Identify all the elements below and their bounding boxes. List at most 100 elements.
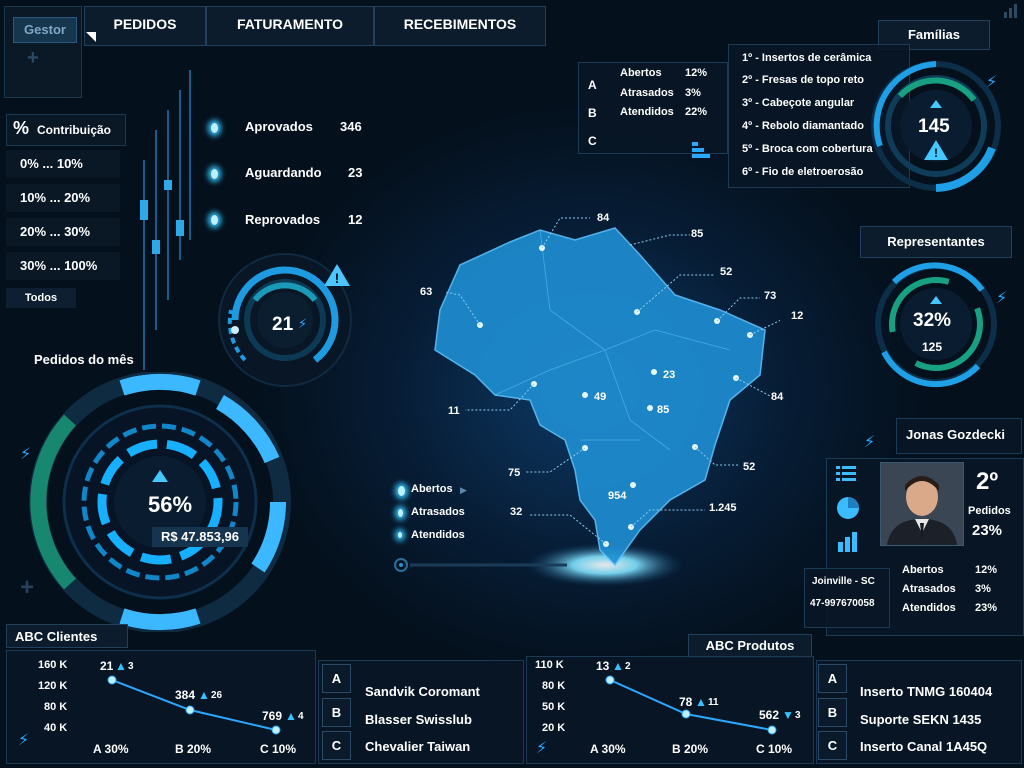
map-slider[interactable] [392,556,572,574]
abc-clients-ytick-0: 160 K [38,659,68,671]
abc-clients-name-b[interactable]: Blasser Swisslub [365,712,472,727]
pie-chart-icon[interactable] [836,496,860,520]
list-icon[interactable] [836,466,858,482]
rep-avatar [880,462,964,546]
aprovados-label: Aprovados [245,119,313,134]
representatives-header: Representantes [860,226,1012,258]
rep-orders-label: Pedidos [968,505,1011,517]
monthly-orders-title: Pedidos do mês [34,352,134,367]
representatives-bolt-icon: ⚡ [996,290,1008,307]
tab-pedidos[interactable]: PEDIDOS [84,6,206,46]
abc-clients-letter-a: A [322,664,351,693]
abc-products-name-b[interactable]: Suporte SEKN 1435 [860,712,982,727]
abc-clients-x-0: A 30% [93,742,129,756]
reprovados-indicator [211,215,218,225]
families-gauge: ! [871,61,1001,192]
legend-abertos-dot [398,486,405,496]
abc-products-up-icon-0: ▲ [612,659,624,673]
tab-recebimentos-label: RECEBIMENTOS [403,16,517,32]
tab-recebimentos[interactable]: RECEBIMENTOS [374,6,546,46]
rep-rank: 2º [976,468,999,495]
abc-clients-name-a[interactable]: Sandvik Coromant [365,684,480,699]
abc-clients-header: ABC Clientes [6,624,128,648]
map-label-14: 32 [510,506,523,518]
contribution-title: Contribuição [37,123,111,137]
reprovados-value: 12 [348,212,363,227]
summary-label-atrasados: Atrasados [620,87,674,99]
abc-clients-x-2: C 10% [260,742,297,756]
family-item-1[interactable]: 1º - Insertos de cerâmica [742,52,872,64]
tab-pedidos-label: PEDIDOS [113,16,177,32]
tab-faturamento-label: FATURAMENTO [236,16,344,32]
contribution-header: % Contribuição [6,114,126,146]
abc-products-name-c[interactable]: Inserto Canal 1A45Q [860,739,988,754]
abc-clients-bolt-icon: ⚡ [18,732,30,749]
rep-stat-value-2: 23% [975,602,998,614]
rep-orders-percent: 23% [972,522,1003,539]
families-bolt-icon: ⚡ [986,74,998,91]
contribution-range-0[interactable]: 0% ... 10% [6,150,120,178]
contribution-range-2[interactable]: 20% ... 30% [6,218,120,246]
family-item-3[interactable]: 3º - Cabeçote angular [742,97,855,109]
rep-stat-label-1: Atrasados [902,583,956,595]
map-label-9: 84 [771,391,784,403]
abc-products-x-0: A 30% [590,742,626,756]
legend-atendidos[interactable]: Atendidos [411,529,465,541]
family-item-2[interactable]: 2º - Fresas de topo reto [742,74,864,86]
abc-products-down-icon-2: ▼ [782,708,794,722]
legend-atendidos-dot [398,532,402,538]
add-icon[interactable]: + [27,47,39,69]
legend-arrow-icon: ▶ [460,485,467,495]
map-label-2: 52 [720,266,733,278]
rep-stat-value-1: 3% [975,583,991,595]
abc-clients-list-panel [318,660,524,764]
abc-clients-point-1-delta: 26 [211,690,223,701]
map-label-7: 49 [594,391,607,403]
summary-letter-b: B [588,106,597,120]
contribution-range-3[interactable]: 30% ... 100% [6,252,120,280]
rep-phone: 47-997670058 [810,598,875,609]
abc-products-x-2: C 10% [756,742,793,756]
bar-chart-icon[interactable] [838,532,860,552]
abc-clients-line [107,675,281,735]
tab-faturamento[interactable]: FATURAMENTO [206,6,374,46]
abc-products-header: ABC Produtos [688,634,812,658]
gestor-button[interactable]: Gestor [13,17,77,43]
map-label-5: 63 [420,286,433,298]
representatives-gauge [875,262,997,388]
monthly-orders-percent: 56% [148,492,193,517]
map-label-13: 954 [608,490,627,502]
monthly-orders-amount: R$ 47.853,96 [152,527,248,547]
abc-clients-point-0-value: 21 [100,659,114,673]
summary-value-atrasados: 3% [685,87,701,99]
abc-clients-x-1: B 20% [175,742,212,756]
family-item-5[interactable]: 5º - Broca com cobertura [742,143,873,155]
legend-atrasados-dot [398,509,403,517]
legend-abertos[interactable]: Abertos [411,483,453,495]
contribution-range-1[interactable]: 10% ... 20% [6,184,120,212]
map-label-15: 1.245 [709,502,737,514]
abc-clients-ytick-2: 80 K [44,701,68,713]
gauge-bolt-icon: ⚡ [298,316,308,331]
abc-clients-up-icon-2: ▲ [285,709,297,723]
map-label-6: 23 [663,369,676,381]
map-label-0: 84 [597,212,610,224]
family-item-4[interactable]: 4º - Rebolo diamantado [742,120,864,132]
abc-clients-name-c[interactable]: Chevalier Taiwan [365,739,471,754]
order-summary-panel [578,62,728,154]
family-item-6[interactable]: 6º - Fio de eletroerosão [742,166,864,178]
abc-products-letter-a: A [818,664,847,693]
legend-atrasados[interactable]: Atrasados [411,506,465,518]
abc-products-list-panel [816,660,1022,764]
aprovados-value: 346 [340,119,362,134]
families-total: 145 [918,116,950,137]
abc-clients-point-2-delta: 4 [298,711,304,722]
summary-letter-a: A [588,78,597,92]
monthly-add-icon[interactable]: + [20,574,35,601]
abc-products-name-a[interactable]: Inserto TNMG 160404 [860,684,993,699]
abc-products-letter-c: C [818,731,847,760]
contribution-all-button[interactable]: Todos [6,288,76,308]
aguardando-value: 23 [348,165,363,180]
user-panel: Gestor + [4,6,82,98]
status-gauge [218,253,352,387]
